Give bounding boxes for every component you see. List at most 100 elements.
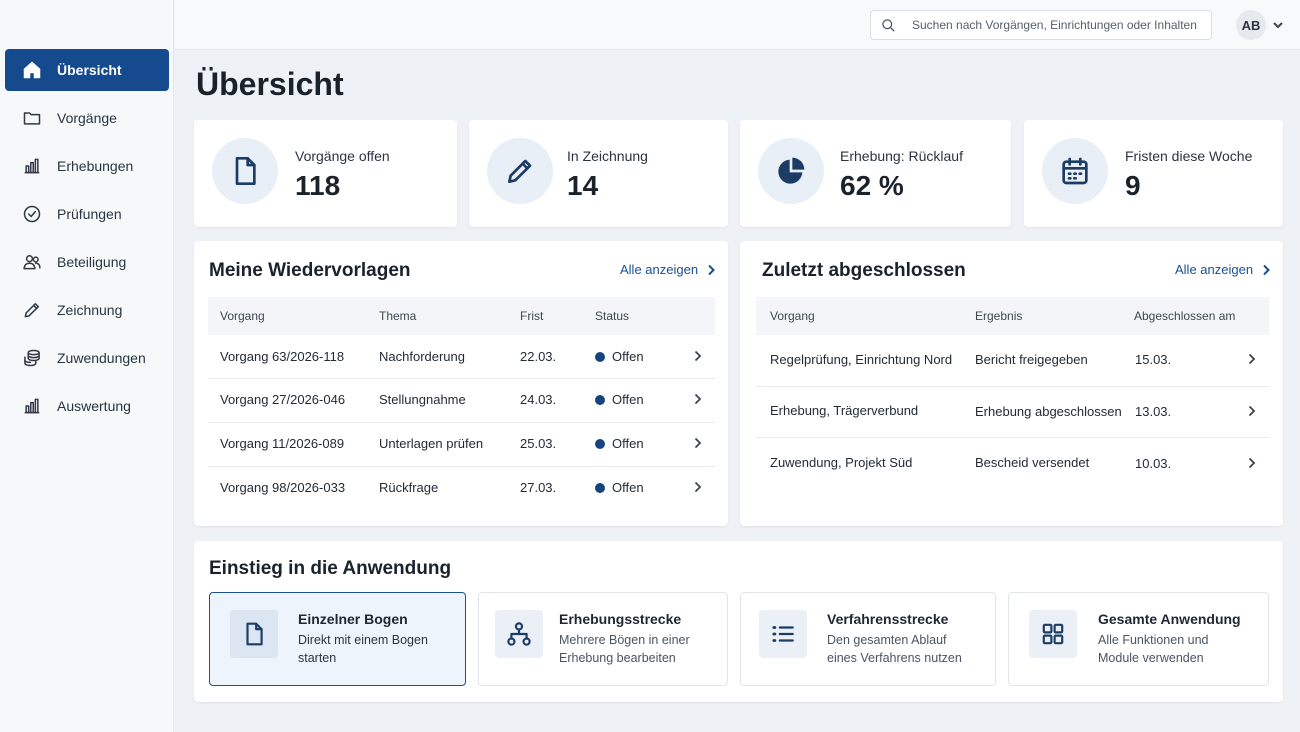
cell-thema: Unterlagen prüfen [379,436,484,451]
show-all-link[interactable]: Alle anzeigen [620,262,716,277]
kpi-value: 14 [567,170,599,201]
column-header: Ergebnis [975,309,1023,323]
sidebar-item-auswertung[interactable]: Auswertung [5,385,169,427]
tile-desc-line: Direkt mit einem Bogen [298,633,428,647]
kpi-label: Erhebung: Rücklauf [840,148,963,164]
kpi-value: 118 [295,170,341,201]
chevron-down-icon[interactable] [1272,18,1284,30]
tile-erhebungsstrecke[interactable]: Erhebungsstrecke Mehrere Bögen in einer E… [478,592,728,686]
sidebar-item-label: Auswertung [57,398,131,414]
sidebar-item-pruefungen[interactable]: Prüfungen [5,193,169,235]
sidebar-item-uebersicht[interactable]: Übersicht [5,49,169,91]
column-header: Abgeschlossen am [1134,309,1236,323]
cell-frist: 27.03. [520,480,557,495]
sidebar-item-label: Beteiligung [57,254,127,270]
tile-desc-line: Module verwenden [1098,651,1204,665]
cell-vorgang: Zuwendung, Projekt Süd [770,455,913,470]
cell-ergebnis: Erhebung abgeschlossen [975,404,1122,419]
sidebar-item-zeichnung[interactable]: Zeichnung [5,289,169,331]
status-badge: Offen [595,392,644,407]
tile-description: Mehrere Bögen in einer Erhebung bearbeite… [559,631,690,667]
status-label: Offen [612,392,644,407]
tile-title: Erhebungsstrecke [559,611,682,627]
pie-chart-icon [758,138,824,204]
pencil-icon [487,138,553,204]
kpi-value: 62 % [840,170,904,201]
table-row[interactable]: Vorgang 98/2026-033 Rückfrage 27.03. Off… [208,467,715,511]
sidebar-item-label: Erhebungen [57,158,134,174]
search-input[interactable] [912,18,1202,32]
show-all-link[interactable]: Alle anzeigen [1175,262,1271,277]
pencil-icon [21,299,43,321]
search-icon [882,18,895,32]
column-header: Vorgang [770,309,815,323]
table-row[interactable]: Vorgang 63/2026-118 Nachforderung 22.03.… [208,335,715,379]
status-dot [595,395,605,405]
tile-desc-line: Den gesamten Ablauf [827,633,947,647]
folder-icon [21,107,43,129]
sidebar-nav: Übersicht Vorgänge Erhebungen Prüfungen … [5,49,169,433]
kpi-card-erhebung-ruecklauf[interactable]: Erhebung: Rücklauf 62 % [740,120,1011,227]
tile-einzelner-bogen[interactable]: Einzelner Bogen Direkt mit einem Bogen st… [209,592,466,686]
sidebar-item-beteiligung[interactable]: Beteiligung [5,241,169,283]
sidebar: Übersicht Vorgänge Erhebungen Prüfungen … [0,0,174,732]
chevron-right-icon [694,481,702,496]
topbar: AB [175,0,1300,50]
document-icon [212,138,278,204]
status-dot [595,483,605,493]
status-label: Offen [612,349,644,364]
tile-gesamte-anwendung[interactable]: Gesamte Anwendung Alle Funktionen und Mod… [1008,592,1269,686]
show-all-label: Alle anzeigen [620,262,699,277]
tile-title: Gesamte Anwendung [1098,611,1241,627]
status-dot [595,352,605,362]
kpi-card-fristen[interactable]: Fristen diese Woche 9 [1024,120,1283,227]
status-label: Offen [612,480,644,495]
calendar-icon [1042,138,1108,204]
status-badge: Offen [595,480,644,495]
abgeschlossen-card: Zuletzt abgeschlossen Alle anzeigen Vorg… [740,241,1283,526]
cell-thema: Nachforderung [379,349,465,364]
cell-thema: Stellungnahme [379,392,466,407]
sidebar-item-label: Zeichnung [57,302,123,318]
status-badge: Offen [595,349,644,364]
kpi-value: 9 [1125,170,1141,201]
cell-vorgang: Vorgang 63/2026-118 [220,349,345,364]
status-badge: Offen [595,436,644,451]
tile-description: Alle Funktionen und Module verwenden [1098,631,1209,667]
table-row[interactable]: Vorgang 11/2026-089 Unterlagen prüfen 25… [208,423,715,467]
bar-chart-icon [21,395,43,417]
table-row[interactable]: Vorgang 27/2026-046 Stellungnahme 24.03.… [208,379,715,423]
kpi-card-vorgaenge-offen[interactable]: Vorgänge offen 118 [194,120,457,227]
sidebar-item-erhebungen[interactable]: Erhebungen [5,145,169,187]
search-box [870,10,1212,40]
user-initials: AB [1241,17,1261,33]
table-row[interactable]: Zuwendung, Projekt Süd Bescheid versende… [756,438,1269,490]
cell-vorgang: Vorgang 27/2026-046 [220,392,346,407]
column-header: Thema [379,309,417,323]
list-icon [759,610,807,658]
column-header: Vorgang [220,309,265,323]
cell-frist: 22.03. [520,349,557,364]
kpi-label: Fristen diese Woche [1125,148,1253,164]
sidebar-item-label: Zuwendungen [57,350,146,366]
kpi-card-in-zeichnung[interactable]: In Zeichnung 14 [469,120,728,227]
avatar[interactable]: AB [1236,10,1266,40]
kpi-label: In Zeichnung [567,148,648,164]
grid-icon [1029,610,1077,658]
cell-vorgang: Vorgang 11/2026-089 [220,436,345,451]
sidebar-item-vorgaenge[interactable]: Vorgänge [5,97,169,139]
chevron-right-icon [1248,353,1256,368]
table-row[interactable]: Regelprüfung, Einrichtung Nord Bericht f… [756,335,1269,387]
tile-description: Direkt mit einem Bogen starten [298,631,428,667]
table-row[interactable]: Erhebung, Trägerverbund Erhebung abgesch… [756,387,1269,438]
tile-verfahrensstrecke[interactable]: Verfahrensstrecke Den gesamten Ablauf ein… [740,592,996,686]
sidebar-item-zuwendungen[interactable]: Zuwendungen [5,337,169,379]
sidebar-item-label: Übersicht [57,62,122,78]
hierarchy-icon [495,610,543,658]
check-circle-icon [21,203,43,225]
status-label: Offen [612,436,644,451]
tile-desc-line: starten [298,651,337,665]
cell-vorgang: Vorgang 98/2026-033 [220,480,346,495]
tile-desc-line: Mehrere Bögen in einer [559,633,690,647]
cell-datum: 10.03. [1135,456,1172,471]
